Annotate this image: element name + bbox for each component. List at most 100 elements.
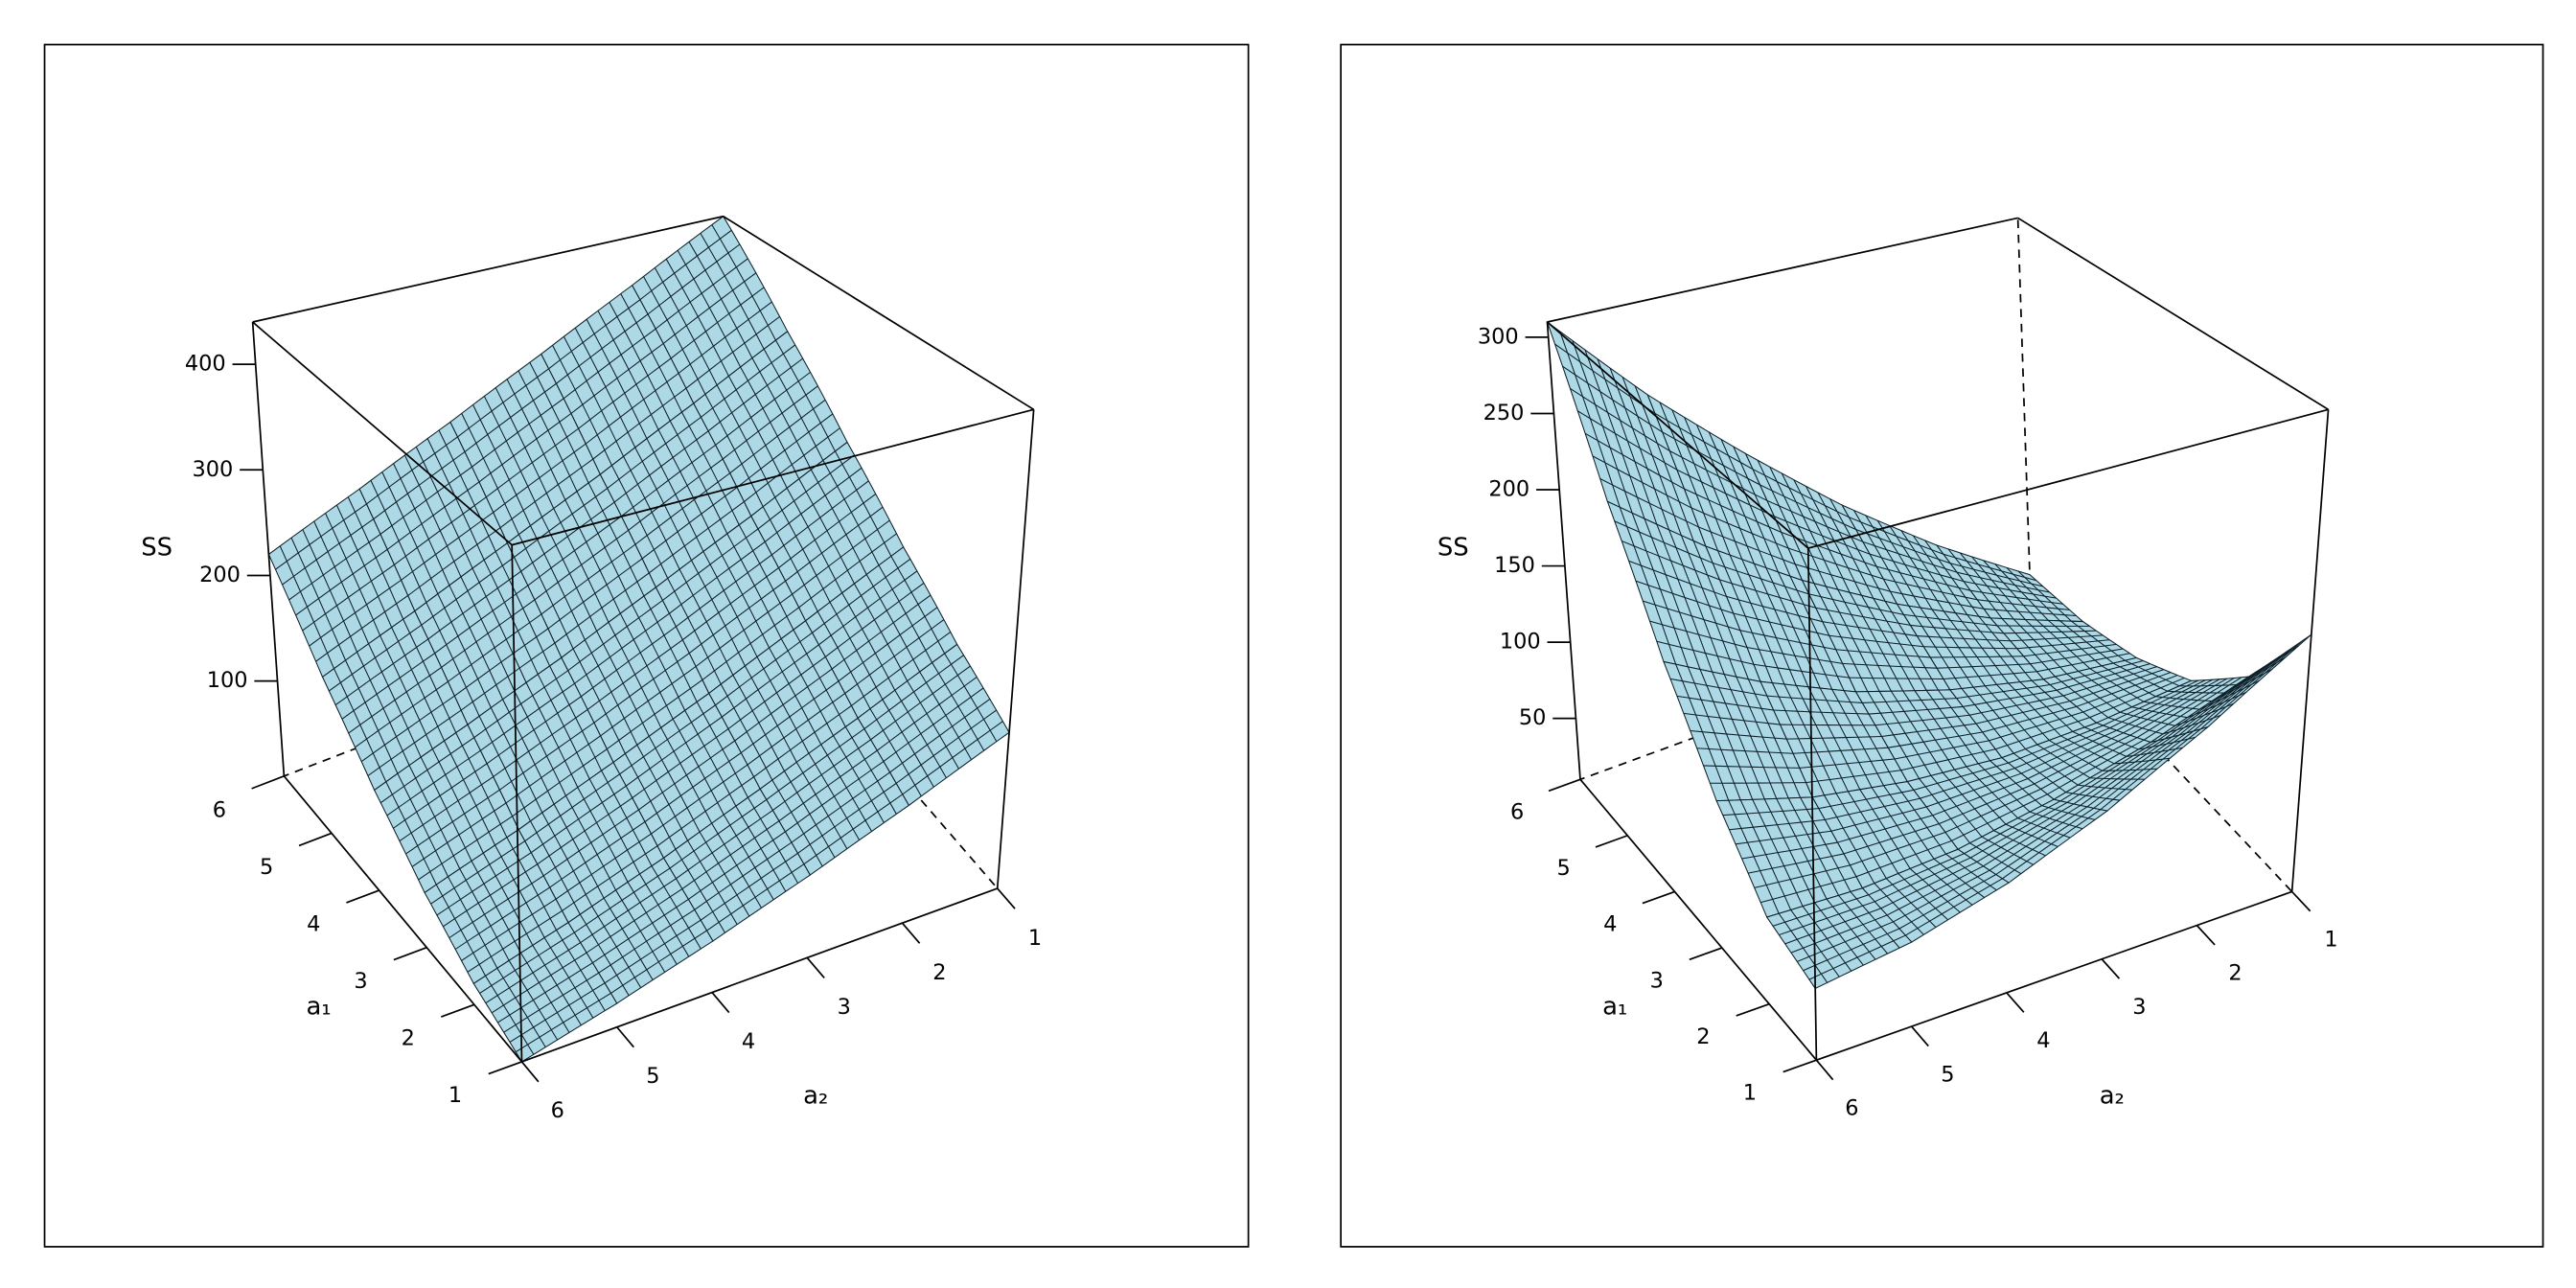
mesh-line <box>2089 777 2146 780</box>
mesh-line <box>1949 563 2043 587</box>
mesh-line <box>393 763 488 829</box>
mesh-line <box>430 840 525 905</box>
y-tick <box>520 1061 540 1083</box>
mesh-line <box>2078 784 2133 791</box>
x-tick-label: 5 <box>1557 856 1571 881</box>
mesh-line <box>1772 894 1869 927</box>
mesh-line <box>393 463 450 586</box>
mesh-line <box>341 653 435 720</box>
box-edge <box>1579 778 1818 1061</box>
mesh-line <box>1931 609 1986 687</box>
mesh-line <box>1687 666 1741 800</box>
mesh-line <box>2120 711 2175 726</box>
box-edge <box>1546 321 1581 780</box>
mesh-line <box>437 593 492 708</box>
x-tick-label: 4 <box>307 912 320 937</box>
mesh-line <box>1669 678 1767 697</box>
mesh-line <box>581 626 677 698</box>
mesh-line <box>380 737 474 804</box>
mesh-line <box>1597 358 1658 525</box>
mesh-line <box>707 357 804 432</box>
mesh-line <box>524 773 620 842</box>
mesh-line <box>2102 768 2158 771</box>
mesh-line <box>1671 409 1731 556</box>
mesh-line <box>530 785 627 854</box>
box-edge <box>723 215 1035 411</box>
z-axis-label: SS <box>1438 534 1469 563</box>
mesh-line <box>2103 679 2199 726</box>
box-edge <box>521 887 999 1063</box>
mesh-line <box>1971 556 2026 620</box>
mesh-line <box>870 665 971 741</box>
y-tick <box>1815 1059 1834 1081</box>
mesh-line <box>1572 340 1633 514</box>
mesh-line <box>771 779 823 867</box>
mesh-line <box>669 798 768 869</box>
mesh-line <box>1885 878 1937 928</box>
mesh-line <box>473 670 568 739</box>
mesh-line <box>2171 660 2272 738</box>
x-tick <box>1642 890 1675 905</box>
mesh-line <box>632 728 729 799</box>
mesh-line <box>2162 714 2221 735</box>
y-tick-label: 5 <box>646 1064 659 1089</box>
mesh-line <box>720 683 773 781</box>
mesh-line <box>1942 771 1994 831</box>
mesh-line <box>537 797 633 865</box>
x-tick <box>1689 947 1723 961</box>
mesh-line <box>1943 610 1998 685</box>
mesh-line <box>584 639 638 746</box>
y-tick <box>997 887 1016 909</box>
mesh-line <box>654 267 718 386</box>
z-tick-label: 300 <box>193 457 234 482</box>
mesh-line <box>646 438 704 552</box>
mesh-line <box>643 276 706 395</box>
mesh-line <box>565 795 617 891</box>
z-tick-label: 50 <box>1519 705 1546 730</box>
mesh-line <box>1981 836 2034 865</box>
y-axis-label: a₂ <box>2100 1082 2125 1111</box>
mesh-line <box>1695 424 1755 564</box>
mesh-line <box>548 299 641 370</box>
x-tick-label: 5 <box>260 855 273 880</box>
mesh-line <box>744 665 797 763</box>
mesh-line <box>1878 691 1932 776</box>
y-tick <box>616 1026 634 1048</box>
mesh-line <box>634 447 692 561</box>
mesh-line <box>1808 593 1904 615</box>
mesh-line <box>1824 794 1875 884</box>
z-tick-label: 200 <box>1488 477 1530 502</box>
mesh-line <box>2164 666 2265 740</box>
mesh-line <box>2036 619 2091 670</box>
mesh-line <box>1954 769 2007 825</box>
mesh-line <box>1676 695 1774 711</box>
mesh-line <box>1847 791 1899 874</box>
mesh-line <box>1807 686 1861 791</box>
mesh-line <box>530 820 581 915</box>
y-tick-label: 3 <box>838 995 851 1020</box>
box-edge <box>511 408 1034 546</box>
mesh-line <box>1874 714 1970 726</box>
mesh-line <box>518 534 574 650</box>
mesh-line <box>1793 479 1851 593</box>
mesh-line <box>527 516 622 586</box>
mesh-line <box>756 656 810 754</box>
mesh-line <box>1813 583 1869 692</box>
mesh-line <box>2055 676 2109 719</box>
mesh-line <box>478 716 531 822</box>
mesh-line <box>472 404 531 526</box>
box-edge <box>2017 217 2329 411</box>
mesh-line <box>1628 560 1727 597</box>
mesh-line <box>701 344 796 418</box>
mesh-line <box>553 508 610 623</box>
mesh-line <box>2089 668 2145 702</box>
x-tick <box>251 775 285 790</box>
mesh-line <box>816 610 871 709</box>
mesh-line <box>586 318 648 439</box>
mesh-line <box>1619 507 1677 665</box>
mesh-line <box>567 600 663 672</box>
mesh-line <box>1735 830 1831 845</box>
mesh-line <box>1559 331 1621 508</box>
mesh-line <box>420 756 472 862</box>
x-tick <box>346 889 380 904</box>
